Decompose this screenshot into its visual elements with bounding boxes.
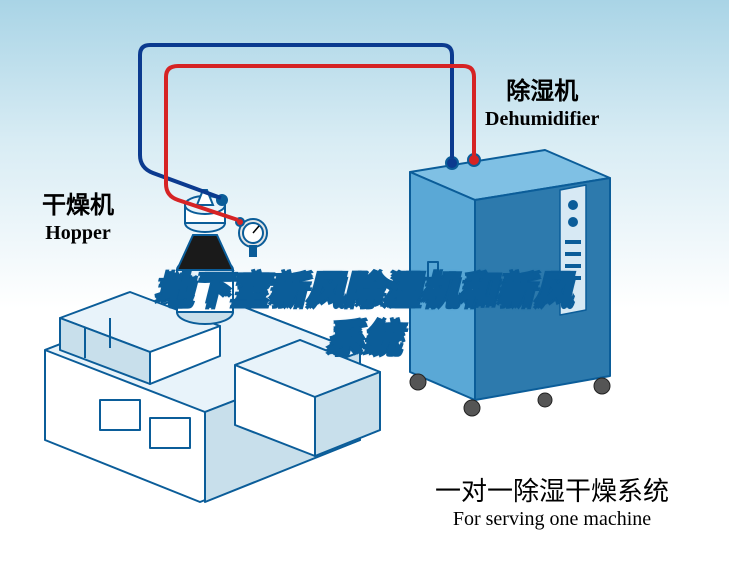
dehumidifier-label-cn: 除湿机 (485, 78, 599, 107)
hopper-label: 干燥机 Hopper (42, 192, 114, 245)
dehumidifier-label: 除湿机 Dehumidifier (485, 78, 599, 131)
overlay-title-line2: 系统 (155, 310, 573, 362)
hopper-label-en: Hopper (42, 221, 114, 245)
overlay-title: 地下室新风除湿机和新风 系统 (155, 262, 573, 362)
caption-cn: 一对一除湿干燥系统 (435, 471, 669, 508)
overlay-title-line1: 地下室新风除湿机和新风 (155, 262, 573, 314)
system-caption: 一对一除湿干燥系统 For serving one machine (435, 471, 669, 531)
caption-en: For serving one machine (435, 508, 669, 531)
pressure-gauge-icon (239, 219, 267, 256)
dehumidifier-label-en: Dehumidifier (485, 107, 599, 131)
pipe-blue (140, 45, 452, 198)
pipe-red (166, 66, 474, 220)
hopper-label-cn: 干燥机 (42, 192, 114, 221)
diagram-canvas: 除湿机 Dehumidifier 干燥机 Hopper 地下室新风除湿机和新风 … (0, 0, 729, 561)
